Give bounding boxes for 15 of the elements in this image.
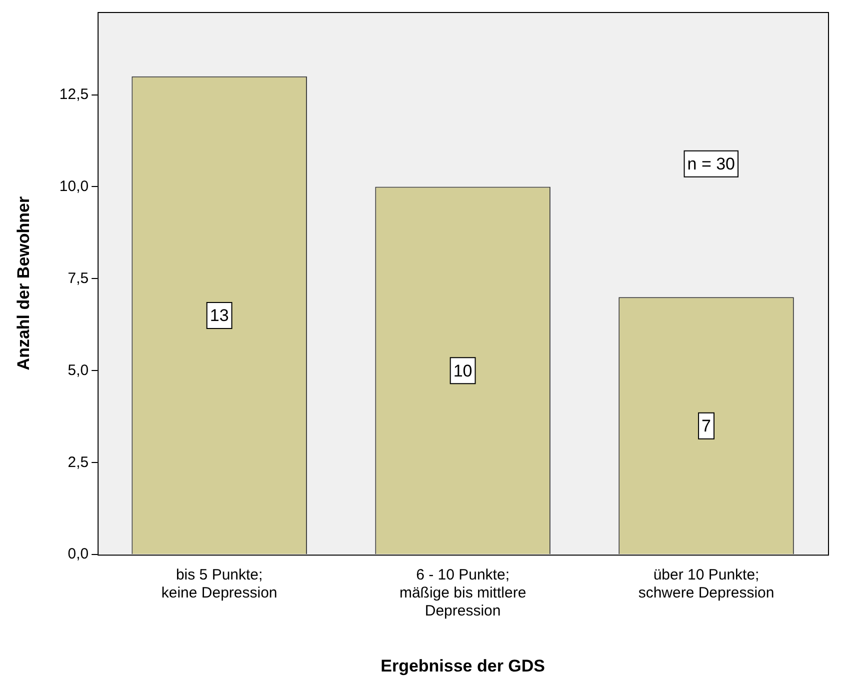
y-tick-label: 5,0 xyxy=(68,362,89,379)
y-tick-label: 12,5 xyxy=(59,86,89,103)
annotation: n = 30 xyxy=(687,154,736,174)
y-tick-label: 0,0 xyxy=(68,546,89,563)
x-tick-label: 6 - 10 Punkte; mäßige bis mittlere Depression xyxy=(399,566,526,620)
y-tick-label: 7,5 xyxy=(68,270,89,287)
data-label: 7 xyxy=(702,416,711,436)
y-tick-label: 2,5 xyxy=(68,454,89,471)
x-axis-title: Ergebnisse der GDS xyxy=(380,656,545,676)
y-tick-label: 10,0 xyxy=(59,178,89,195)
y-axis-title: Anzahl der Bewohner xyxy=(14,196,33,370)
x-tick-label: über 10 Punkte; schwere Depression xyxy=(638,566,774,602)
data-label: 13 xyxy=(210,306,229,326)
data-label: 10 xyxy=(453,361,472,380)
x-tick-label: bis 5 Punkte; keine Depression xyxy=(161,566,278,602)
